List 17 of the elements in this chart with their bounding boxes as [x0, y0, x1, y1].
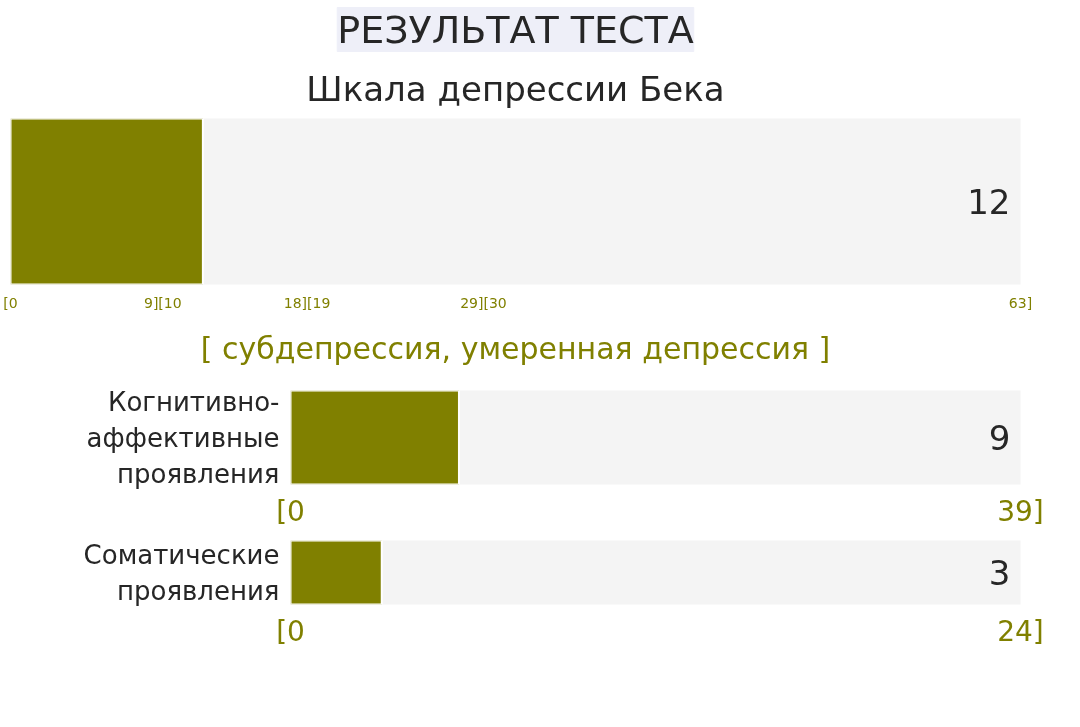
x-tick-label: 9][10 [143, 294, 182, 311]
annotation: 3 [988, 553, 1011, 593]
x-tick-label: 29][30 [460, 294, 507, 311]
x-tick-label: [0 [276, 494, 305, 528]
x-tick-label: 63] [1008, 294, 1033, 311]
x-tick-label: 18][19 [283, 294, 331, 311]
annotation: 9 [988, 418, 1011, 458]
x-tick-label: 39] [997, 494, 1044, 528]
y-tick-label: Соматические проявления [83, 539, 280, 606]
chart-title: РЕЗУЛЬТАТ ТЕСТА [337, 7, 694, 52]
y-tick-label: Когнитивно-аффективные проявления [86, 386, 280, 489]
chart-subtitle: Шкала депрессии Бека [306, 68, 725, 109]
x-tick-label: [0 [276, 614, 305, 648]
x-tick-label: [0 [3, 294, 18, 311]
annotation: 12 [967, 182, 1011, 222]
x-tick-label: 24] [997, 614, 1044, 648]
text: [ субдепрессия, умеренная депрессия ] [200, 330, 831, 366]
